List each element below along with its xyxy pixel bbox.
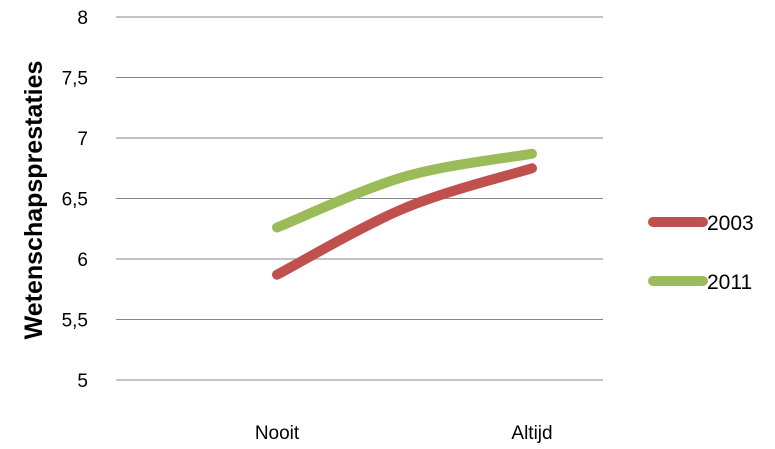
- series-line-2011: [272, 148, 537, 233]
- legend-label-2011: 2011: [707, 271, 752, 294]
- legend: 2003 2011: [648, 212, 754, 294]
- y-tick-label: 6,5: [62, 190, 88, 211]
- y-tick-label: 7,5: [62, 69, 88, 90]
- gridlines: [116, 16, 603, 381]
- x-tick-label: Altijd: [511, 423, 552, 444]
- x-tick-label: Nooit: [255, 423, 300, 444]
- y-tick-label: 5: [77, 371, 88, 392]
- legend-label-2003: 2003: [707, 212, 754, 235]
- y-tick-label: 5,5: [62, 311, 88, 332]
- x-tick-labels: Nooit Altijd: [255, 423, 553, 444]
- series-lines: [272, 148, 537, 280]
- y-tick-labels: 5 5,5 6 6,5 7 7,5 8: [62, 8, 88, 392]
- x-axis-band: [96, 403, 716, 449]
- y-tick-label: 8: [77, 8, 88, 29]
- y-tick-label: 7: [77, 129, 88, 150]
- y-tick-label: 6: [77, 250, 88, 271]
- y-axis-title: Wetenschapsprestaties: [20, 61, 48, 340]
